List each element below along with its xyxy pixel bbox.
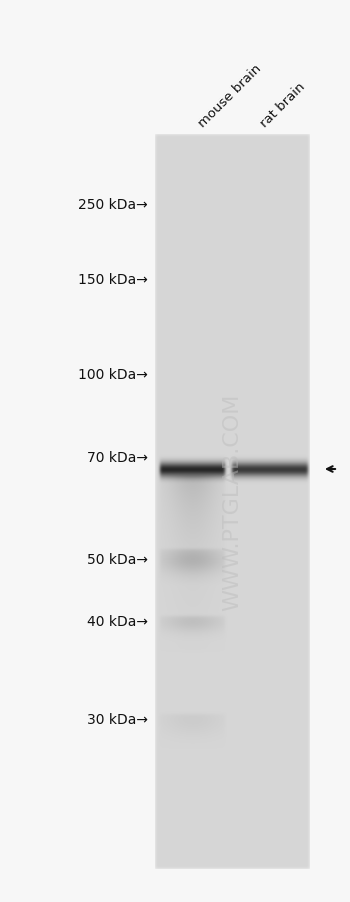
Text: 50 kDa→: 50 kDa→ <box>87 552 148 566</box>
Text: rat brain: rat brain <box>258 80 308 130</box>
Text: 250 kDa→: 250 kDa→ <box>78 198 148 212</box>
Text: mouse brain: mouse brain <box>196 62 264 130</box>
Text: 30 kDa→: 30 kDa→ <box>87 713 148 726</box>
Text: 40 kDa→: 40 kDa→ <box>87 614 148 629</box>
Text: 100 kDa→: 100 kDa→ <box>78 368 148 382</box>
Text: 150 kDa→: 150 kDa→ <box>78 272 148 287</box>
Text: 70 kDa→: 70 kDa→ <box>87 450 148 465</box>
Text: WWW.PTGLAB.COM: WWW.PTGLAB.COM <box>223 393 243 611</box>
